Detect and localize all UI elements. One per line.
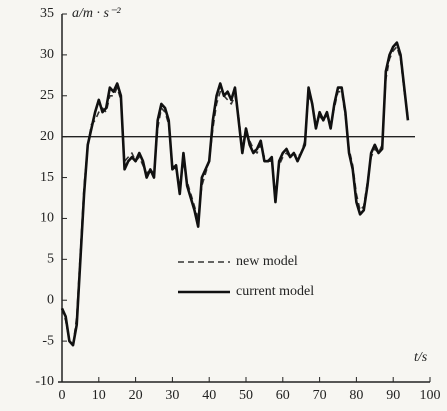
x-tick-label: 80 [349, 388, 363, 403]
legend-label: current model [236, 284, 314, 299]
x-tick-label: 70 [313, 388, 327, 403]
x-tick-label: 40 [202, 388, 216, 403]
y-tick-label: 25 [40, 88, 54, 103]
x-tick-label: 10 [92, 388, 106, 403]
series-line [60, 41, 410, 347]
y-tick-label: -10 [35, 374, 54, 389]
y-axis-label: a/m · s⁻² [72, 6, 121, 21]
x-tick-label: 100 [420, 388, 441, 403]
y-tick-label: 20 [40, 129, 54, 144]
x-tick-label: 20 [129, 388, 143, 403]
y-tick-label: 35 [40, 6, 54, 21]
y-tick-label: 10 [40, 211, 54, 226]
y-tick-label: -5 [42, 333, 54, 348]
x-tick-label: 0 [59, 388, 66, 403]
x-tick-label: 60 [276, 388, 290, 403]
x-tick-label: 90 [386, 388, 400, 403]
x-tick-label: 30 [165, 388, 179, 403]
x-axis-label: t/s [414, 350, 428, 365]
legend-label: new model [236, 254, 298, 269]
y-tick-label: 5 [47, 252, 54, 267]
y-tick-label: 30 [40, 47, 54, 62]
y-tick-label: 0 [47, 292, 54, 307]
y-tick-label: 15 [40, 170, 54, 185]
x-tick-label: 50 [239, 388, 253, 403]
